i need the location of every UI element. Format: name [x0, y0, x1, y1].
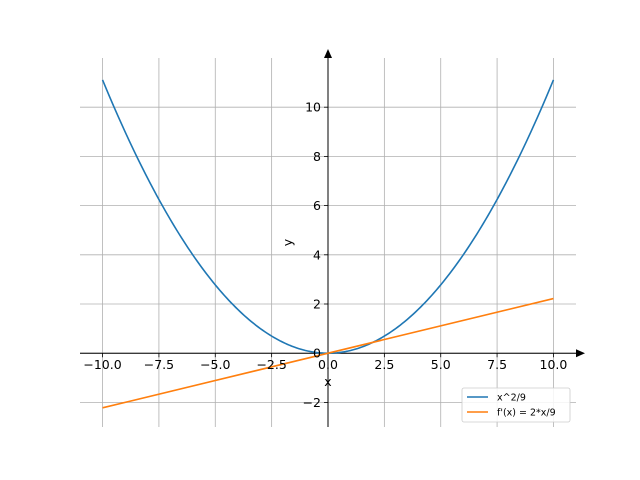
x-tick-label: −5.0	[200, 357, 230, 372]
legend-label-1: f'(x) = 2*x/9	[497, 408, 556, 419]
x-tick-label: 5.0	[431, 357, 451, 372]
series-line-1	[102, 297, 554, 409]
y-tick-label: 10	[305, 100, 321, 115]
y-tick-label: 2	[313, 297, 321, 312]
y-tick-label: 8	[313, 149, 321, 164]
x-axis-arrow	[576, 349, 585, 358]
legend-box	[461, 387, 571, 423]
series-layer	[101, 79, 555, 409]
x-tick-label: −2.5	[256, 357, 286, 372]
x-tick-label: −7.5	[144, 357, 174, 372]
y-tick-label: −2	[303, 395, 321, 410]
y-tick-label: 6	[313, 198, 321, 213]
legend-label-0: x^2/9	[497, 393, 526, 404]
x-tick-label: −10.0	[83, 357, 121, 372]
x-axis-label: x	[324, 374, 331, 389]
tick-labels: −10.0 −7.5 −5.0 −2.5 0.0 2.5 5.0 7.5 10.0 −2 0 2 4 6 8…	[83, 100, 567, 410]
x-tick-label: 0.0	[318, 357, 338, 372]
x-tick-label: 7.5	[487, 357, 507, 372]
legend: x^2/9 f'(x) = 2*x/9	[461, 387, 571, 423]
y-tick-label: 0	[313, 346, 321, 361]
y-tick-label: 4	[313, 247, 321, 262]
y-axis-arrow	[324, 49, 332, 58]
x-tick-label: 2.5	[374, 357, 394, 372]
x-tick-label: 10.0	[540, 357, 568, 372]
y-axis-label: y	[280, 238, 295, 246]
